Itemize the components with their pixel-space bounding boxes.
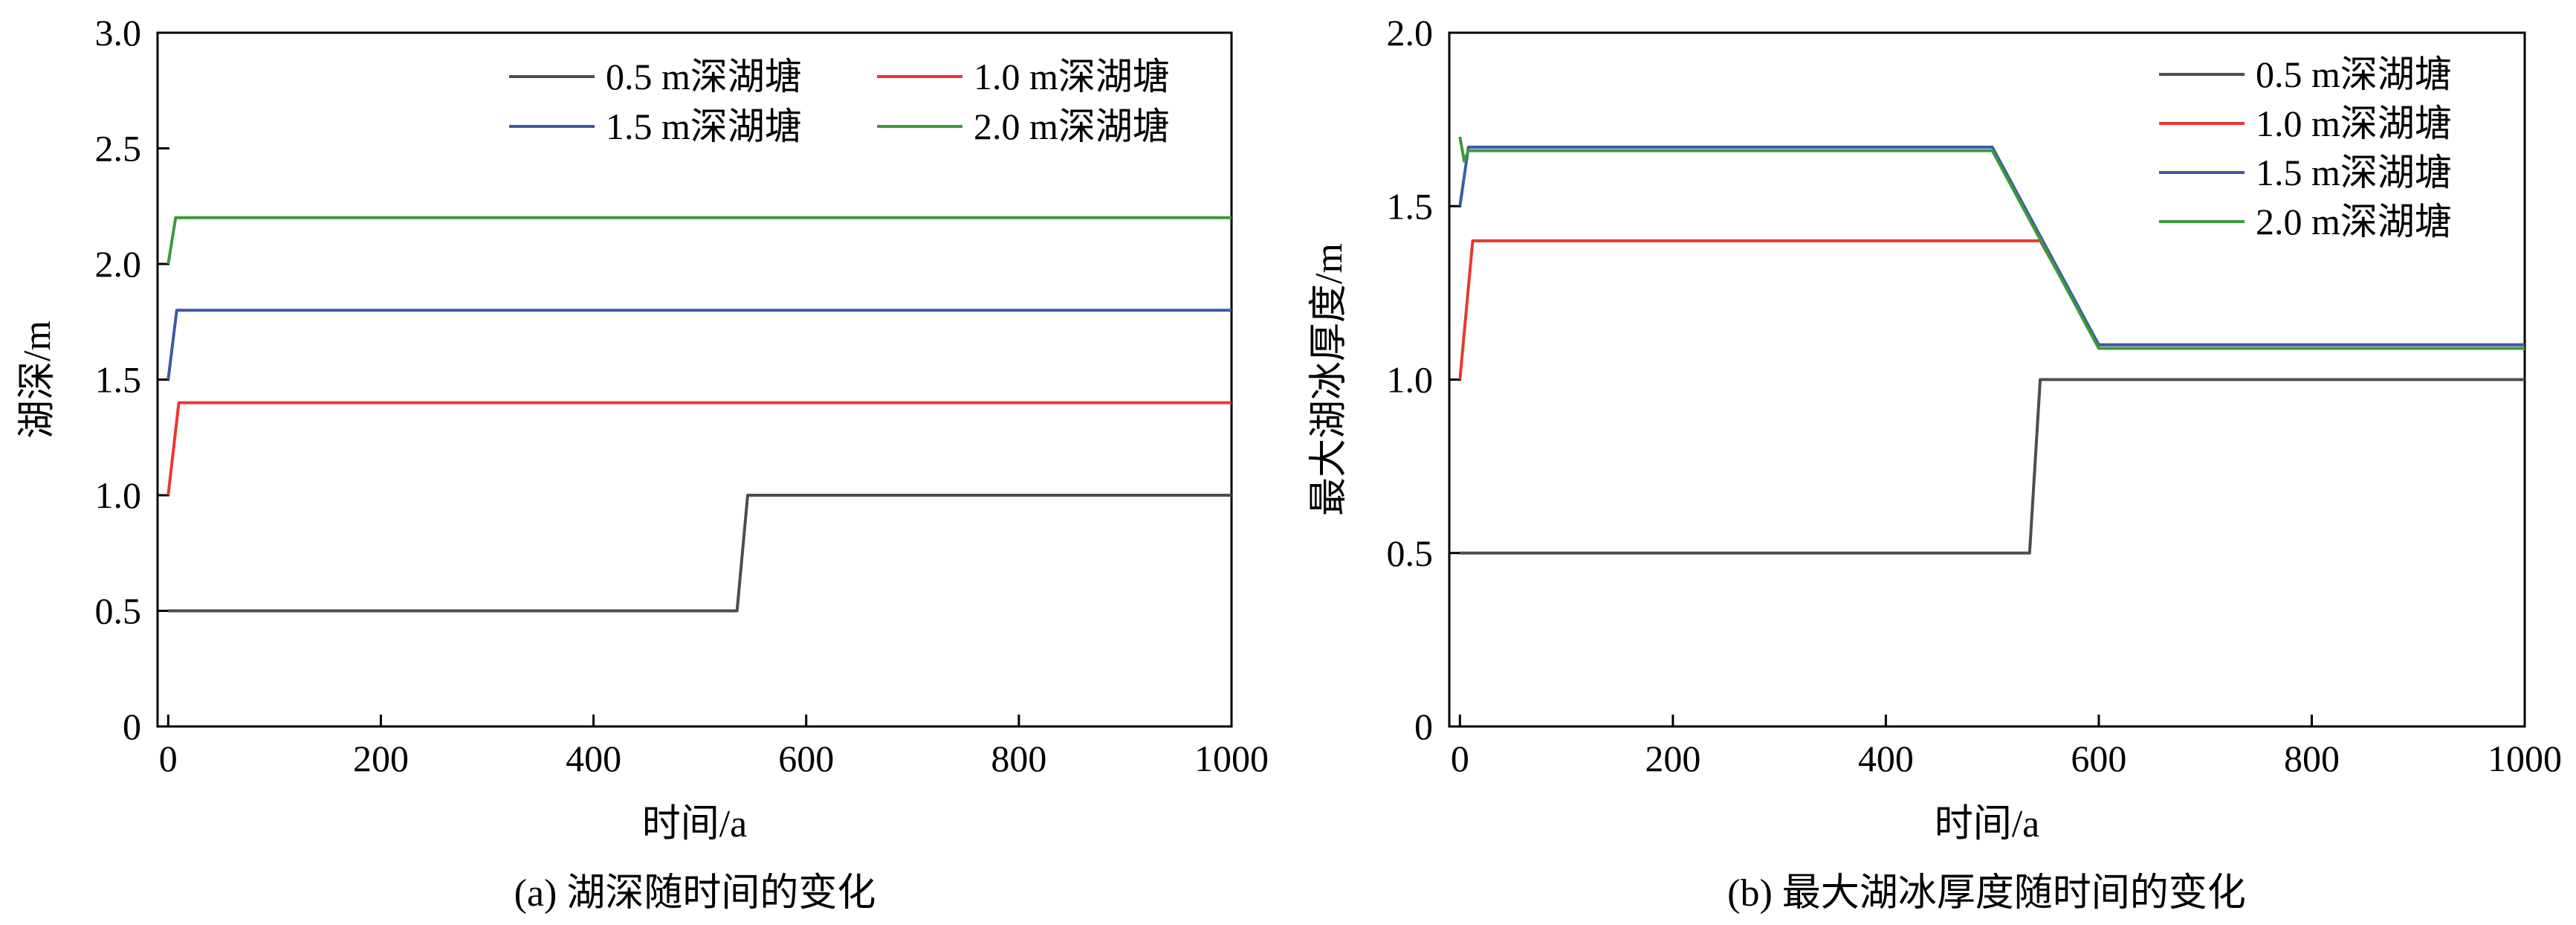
y-tick-label: 0 xyxy=(123,706,141,747)
chart-a: 0 200 400 600 800 1000 0 0.5 1.0 1.5 2.0 2.5 3.0 时间/a… xyxy=(16,12,1269,915)
x-axis-title: 时间/a xyxy=(642,803,748,845)
y-tick-label: 3.0 xyxy=(95,12,142,54)
x-tick-label: 200 xyxy=(1645,738,1700,779)
x-tick-label: 600 xyxy=(2071,738,2126,779)
y-tick-label: 1.5 xyxy=(1387,185,1434,227)
series-line-1 xyxy=(1460,378,2525,555)
series-line-4 xyxy=(166,216,1232,265)
y-tick-label: 2.5 xyxy=(95,128,142,170)
x-tick-label: 400 xyxy=(1858,738,1914,779)
chart-b: 0 200 400 600 800 1000 0 0.5 1.0 1.5 2.0 时间/a 最大湖冰厚度… xyxy=(1308,12,2562,915)
legend-label-2: 1.0 m深湖塘 xyxy=(974,56,1170,97)
legend-label-1: 0.5 m深湖塘 xyxy=(606,56,802,97)
x-tick-label: 0 xyxy=(1451,738,1469,779)
y-tick-label: 1.0 xyxy=(95,474,142,516)
y-tick-label: 2.0 xyxy=(95,243,142,285)
legend-label-4: 2.0 m深湖塘 xyxy=(2256,201,2452,242)
legend-label-2: 1.0 m深湖塘 xyxy=(2256,103,2452,144)
y-axis-title: 最大湖冰厚度/m xyxy=(1308,243,1350,516)
chart-caption: (b) 最大湖冰厚度随时间的变化 xyxy=(1727,872,2246,915)
y-tick-label: 1.5 xyxy=(95,359,142,401)
y-tick-label: 0.5 xyxy=(1387,532,1434,574)
series-line-2 xyxy=(1458,239,2525,380)
x-tick-label: 0 xyxy=(159,738,178,779)
series-line-4 xyxy=(1458,136,2525,350)
y-tick-label: 0 xyxy=(1414,706,1433,747)
y-axis-title: 湖深/m xyxy=(16,320,59,439)
x-tick-label: 800 xyxy=(2284,738,2340,779)
series-line-3 xyxy=(1458,145,2525,347)
x-tick-label: 400 xyxy=(566,738,621,779)
legend-label-4: 2.0 m深湖塘 xyxy=(974,106,1170,147)
x-tick-label: 1000 xyxy=(2488,738,2562,779)
x-axis-title: 时间/a xyxy=(1935,803,2040,845)
chart-caption: (a) 湖深随时间的变化 xyxy=(514,872,876,915)
x-tick-label: 800 xyxy=(991,738,1046,779)
x-tick-label: 200 xyxy=(353,738,409,779)
y-tick-label: 1.0 xyxy=(1387,359,1434,401)
legend-label-1: 0.5 m深湖塘 xyxy=(2256,54,2452,95)
series-line-3 xyxy=(166,309,1232,380)
x-tick-label: 1000 xyxy=(1194,738,1269,779)
series-line-1 xyxy=(168,494,1232,613)
series-line-2 xyxy=(166,401,1232,496)
y-tick-label: 0.5 xyxy=(95,590,142,632)
y-tick-label: 2.0 xyxy=(1387,12,1434,54)
x-tick-label: 600 xyxy=(778,738,834,779)
legend-label-3: 1.5 m深湖塘 xyxy=(606,106,802,147)
legend-label-3: 1.5 m深湖塘 xyxy=(2256,152,2452,193)
